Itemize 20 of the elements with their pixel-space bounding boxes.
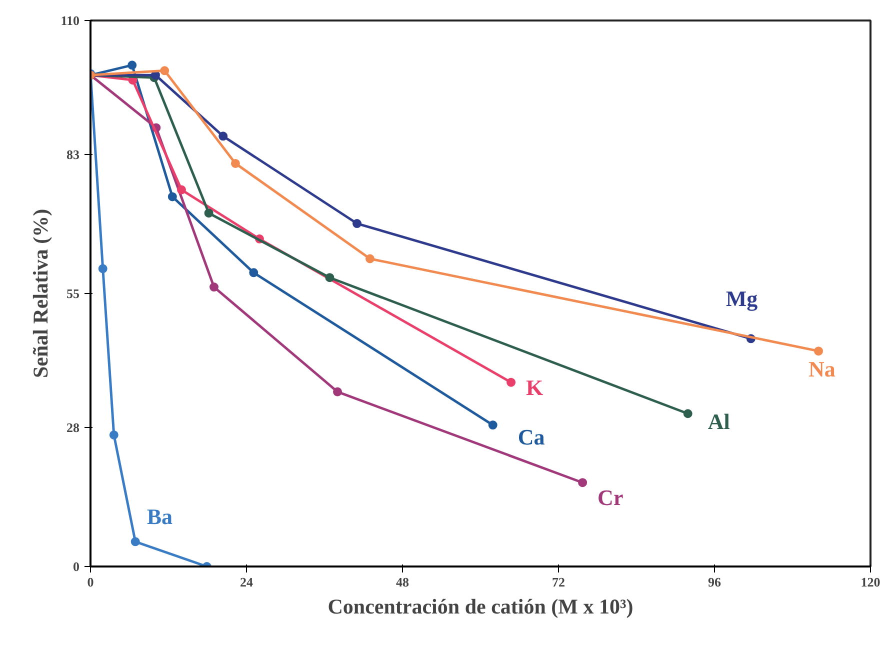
series-label: Ba [146, 504, 173, 529]
series-label: Al [708, 409, 730, 434]
x-tick-label: 0 [87, 574, 94, 590]
y-tick-label: 55 [66, 286, 80, 301]
y-tick-label: 110 [60, 13, 80, 28]
y-axis-title: Señal Relativa (%) [28, 208, 53, 378]
y-tick-label: 83 [66, 147, 80, 162]
series-label: Cr [598, 485, 624, 510]
x-tick-label: 96 [708, 574, 722, 590]
x-tick-label: 72 [552, 574, 565, 590]
y-tick-label: 0 [73, 559, 80, 574]
x-tick-label: 24 [240, 574, 254, 590]
series-label: Mg [726, 286, 758, 312]
x-tick-label: 48 [396, 574, 410, 590]
x-axis-title: Concentración de catión (M x 10³) [328, 594, 634, 618]
series-label: K [526, 374, 544, 400]
series-label: Ca [518, 424, 545, 450]
x-tick-label: 120 [860, 574, 880, 590]
y-tick-label: 28 [66, 420, 80, 436]
series-label: Na [808, 356, 836, 382]
